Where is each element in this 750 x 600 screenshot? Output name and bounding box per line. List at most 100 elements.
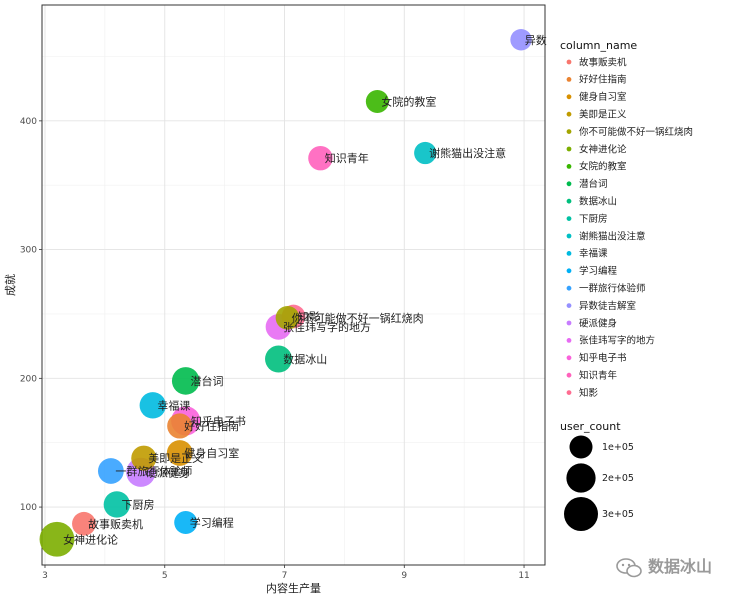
data-point-label: 数据冰山 — [283, 352, 327, 366]
data-point-label: 故事贩卖机 — [88, 517, 143, 531]
legend-swatch — [566, 320, 572, 326]
data-point-label: 知识青年 — [325, 151, 369, 165]
size-legend-circle — [566, 463, 596, 493]
legend-item-label: 健身自习室 — [579, 91, 627, 103]
x-tick-label: 11 — [518, 571, 529, 581]
legend-swatch — [566, 198, 572, 204]
data-point-label: 幸福课 — [157, 398, 190, 412]
legend-item-label: 幸福课 — [579, 248, 608, 260]
legend-item-label: 女院的教室 — [579, 161, 627, 173]
data-point — [171, 367, 200, 395]
legend-swatch — [566, 268, 572, 274]
data-point-label: 健身自习室 — [184, 446, 239, 460]
legend-item-label: 硬派健身 — [579, 317, 617, 329]
data-point — [174, 511, 198, 535]
wechat-logo-icon — [616, 558, 642, 578]
legend-swatch — [566, 59, 572, 65]
legend-item-label: 女神进化论 — [579, 143, 627, 155]
x-tick-label: 3 — [42, 571, 48, 581]
legend-item-label: 知识青年 — [579, 370, 618, 382]
legend-item-label: 潜台词 — [579, 178, 608, 190]
size-legend-label: 3e+05 — [602, 509, 634, 520]
legend-swatch — [566, 390, 572, 395]
legend-swatch — [566, 285, 572, 291]
data-point-label: 知影 — [298, 310, 320, 324]
axes: 3 5 7 9 11 100 200 300 400 — [20, 117, 530, 581]
data-point-label: 知乎电子书 — [191, 414, 246, 428]
data-point-label: 硬派健身 — [146, 465, 190, 479]
y-tick-label: 400 — [20, 117, 37, 127]
y-axis-title: 成就 — [3, 274, 17, 296]
legend-item-label: 学习编程 — [579, 265, 618, 277]
legend-item-label: 数据冰山 — [579, 196, 617, 208]
data-point — [131, 445, 157, 471]
y-tick-label: 200 — [20, 374, 37, 384]
legend-item-label: 知乎电子书 — [579, 352, 627, 364]
legend-size-title: user_count — [560, 420, 621, 433]
data-point-label: 一群旅行体验师 — [115, 464, 192, 478]
data-point — [97, 458, 124, 484]
data-point-label: 你不可能做不好一锅红烧肉 — [292, 311, 424, 325]
data-point-label: 好好住指南 — [184, 419, 239, 433]
legend-swatch — [566, 181, 572, 187]
legend-item-label: 谢熊猫出没注意 — [579, 230, 646, 242]
legend-item-label: 你不可能做不好一锅红烧肉 — [579, 126, 693, 138]
watermark-text: 数据冰山 — [648, 557, 712, 576]
legend-item-label: 故事贩卖机 — [579, 56, 627, 68]
x-tick-label: 9 — [401, 571, 407, 581]
data-point — [365, 90, 389, 114]
legend-swatch — [566, 111, 572, 117]
data-point — [275, 305, 300, 330]
data-point — [166, 440, 193, 466]
data-point — [510, 29, 532, 51]
y-tick-label: 300 — [20, 246, 37, 256]
data-point-label: 学习编程 — [190, 516, 234, 530]
data-point-label: 女院的教室 — [381, 95, 436, 109]
legend-swatch — [566, 303, 572, 308]
legend-swatch — [566, 77, 572, 82]
legend-swatch — [566, 146, 572, 152]
data-point-label: 谢熊猫出没注意 — [429, 146, 506, 160]
data-point-label: 异数 — [525, 34, 547, 47]
size-legend-label: 1e+05 — [602, 442, 634, 453]
plot-panel — [41, 4, 546, 566]
legend-swatch — [566, 355, 572, 361]
data-point — [139, 392, 166, 419]
legend-swatch — [566, 164, 572, 169]
legend-swatch — [566, 251, 572, 256]
legend-swatch — [566, 372, 572, 378]
size-legend-circle — [564, 497, 598, 531]
legend-item-label: 美即是正义 — [579, 109, 627, 121]
size-legend-circle — [569, 435, 593, 459]
data-point — [72, 511, 96, 536]
data-point — [167, 413, 193, 439]
legend: column_name user_count 故事贩卖机好好住指南健身自习室美即… — [560, 39, 693, 531]
data-point — [39, 521, 75, 557]
points — [39, 29, 532, 557]
data-point-label: 女神进化论 — [63, 532, 118, 546]
legend-item-label: 知影 — [579, 387, 599, 399]
data-point-label: 美即是正义 — [148, 452, 203, 465]
legend-swatch — [566, 338, 572, 343]
size-legend-label: 2e+05 — [602, 473, 634, 484]
legend-swatch — [566, 216, 572, 222]
data-point — [414, 141, 437, 165]
legend-item-label: 张佳玮写字的地方 — [579, 335, 655, 347]
x-tick-label: 5 — [162, 571, 168, 581]
legend-swatch — [566, 129, 572, 135]
x-tick-label: 7 — [282, 571, 288, 581]
data-point — [308, 145, 333, 171]
data-point-label: 张佳玮写字的地方 — [283, 320, 371, 334]
legend-item-label: 异数徒吉解室 — [579, 300, 636, 312]
legend-swatch — [566, 94, 572, 100]
legend-item-label: 下厨房 — [579, 213, 608, 225]
legend-item-label: 一群旅行体验师 — [579, 283, 646, 295]
data-point-label: 下厨房 — [121, 498, 154, 511]
legend-color-title: column_name — [560, 39, 637, 52]
data-point — [103, 491, 131, 518]
legend-swatch — [566, 233, 572, 239]
x-axis-title: 内容生产量 — [266, 581, 321, 595]
y-tick-label: 100 — [20, 503, 37, 513]
